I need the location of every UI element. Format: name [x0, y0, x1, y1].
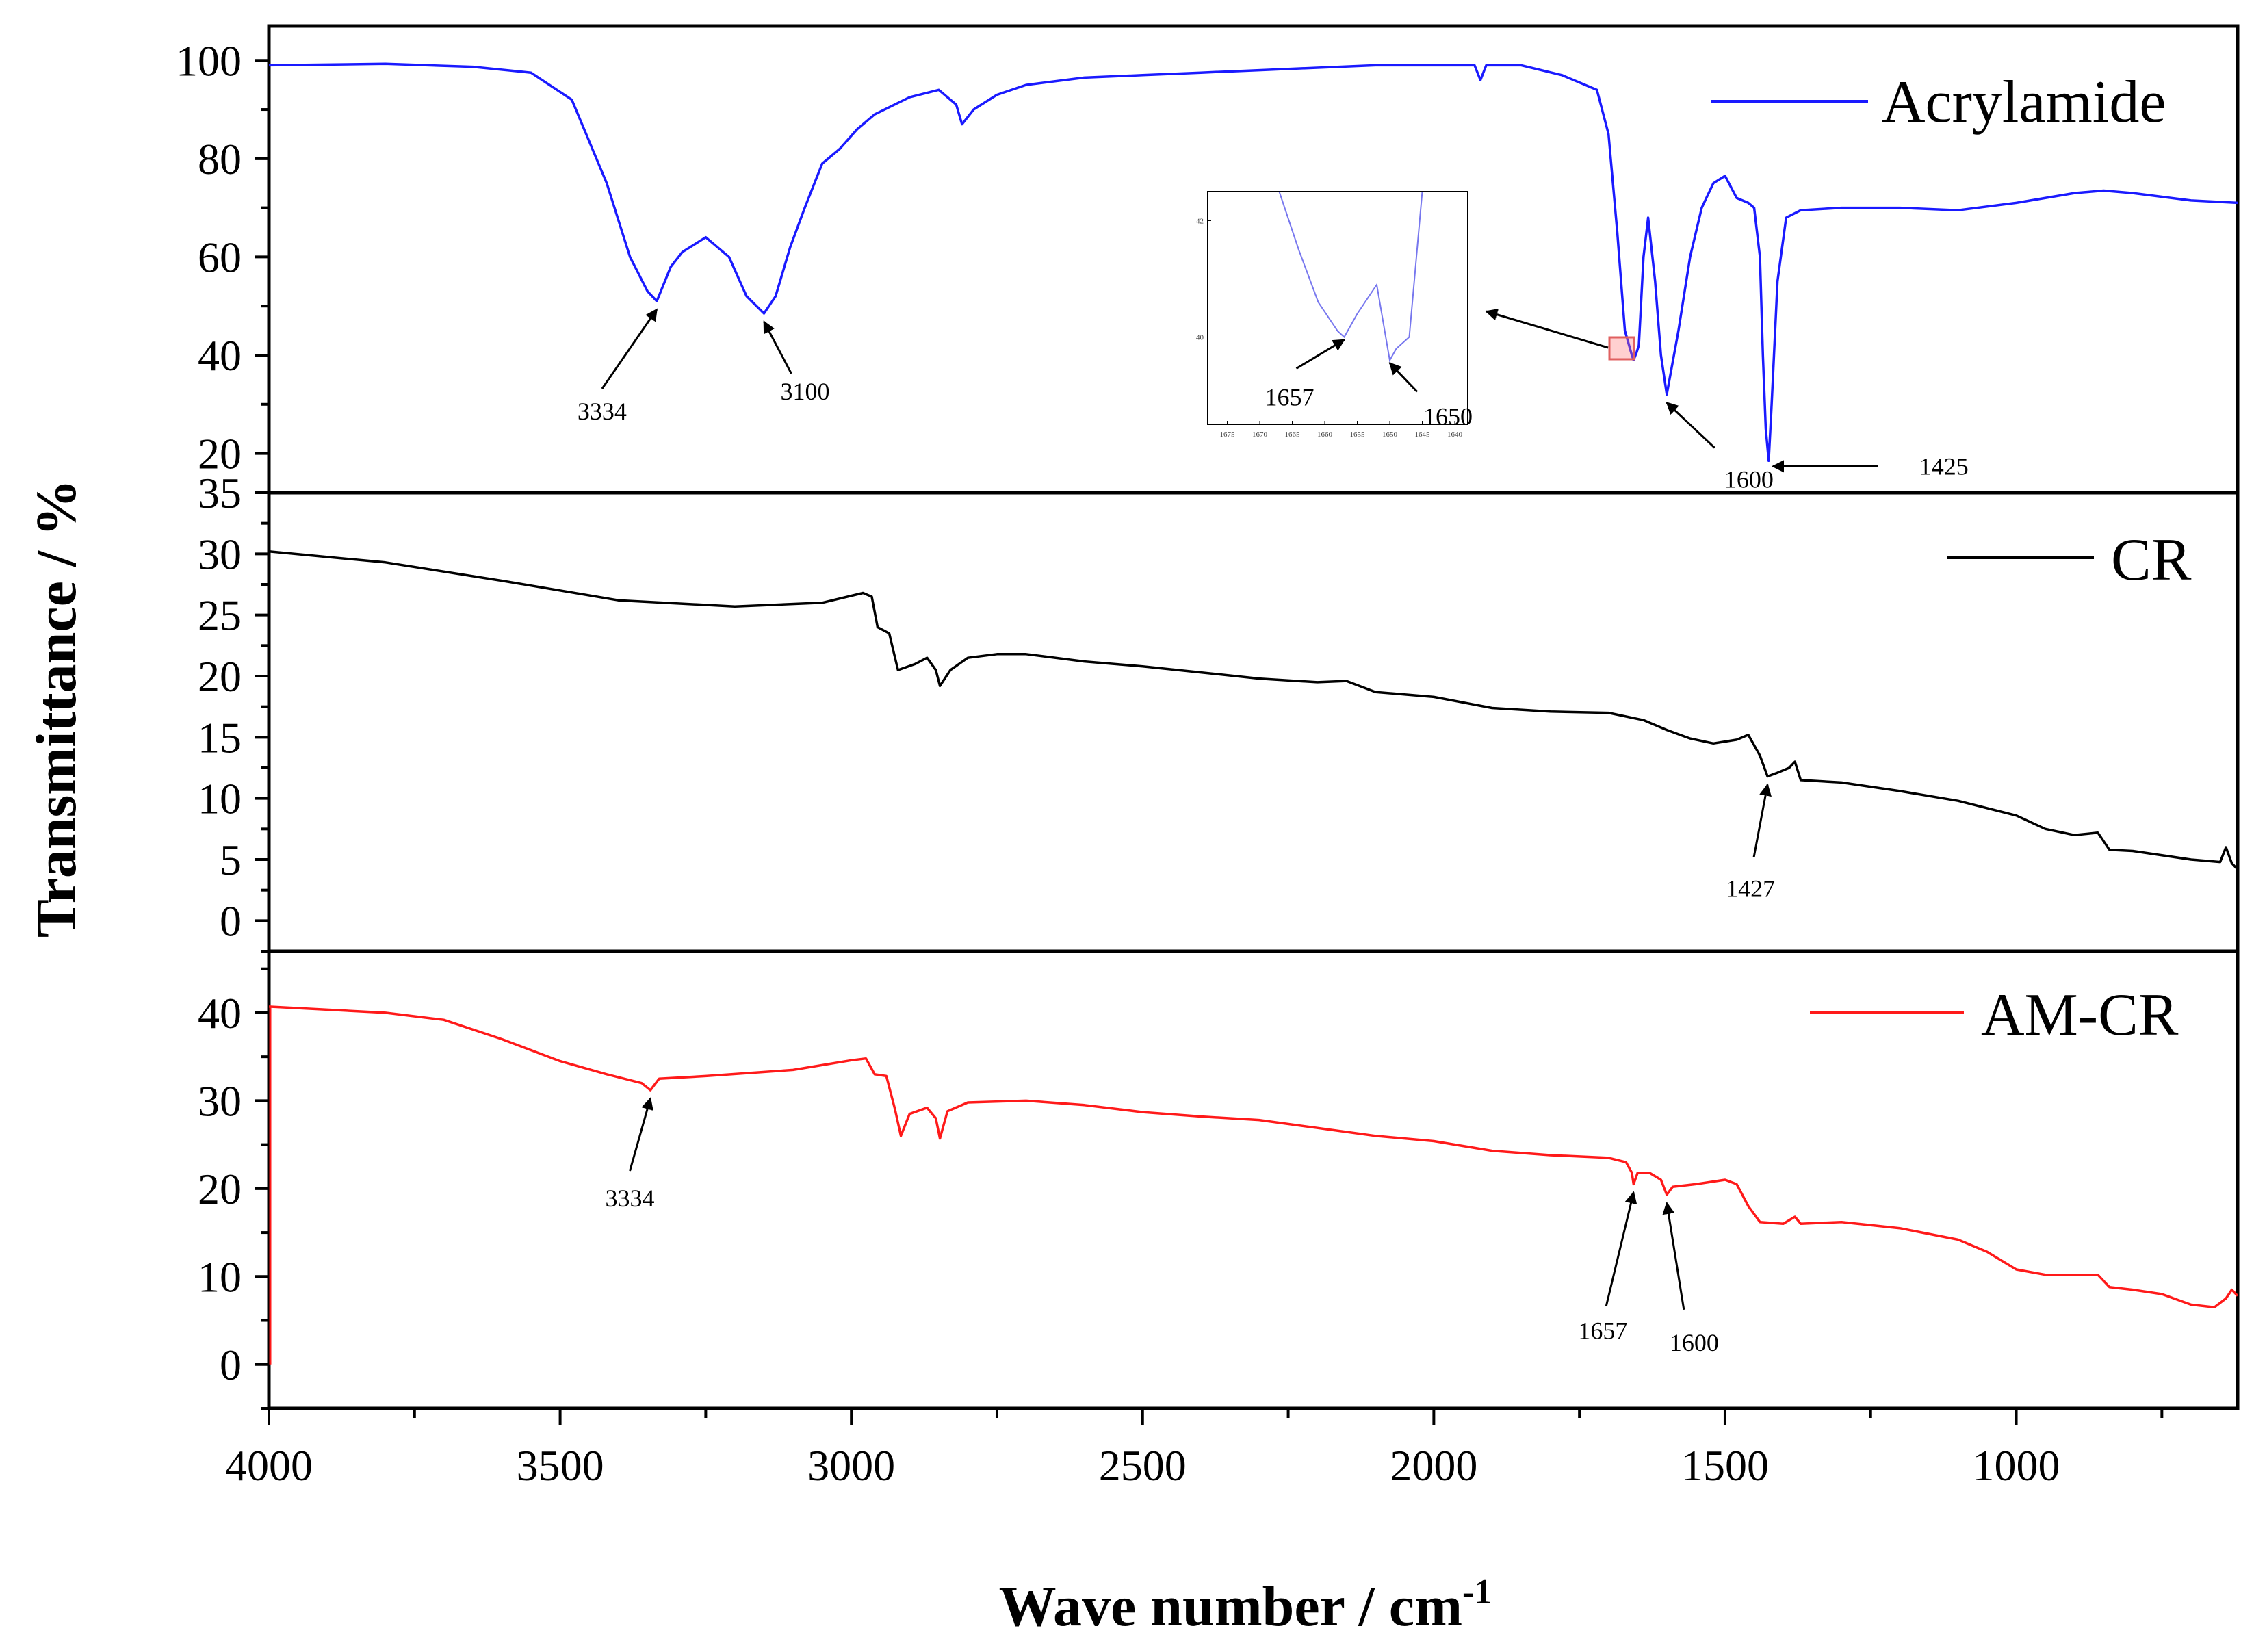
spectrum-line-am-cr [268, 1005, 2239, 1309]
peak-arrow [1752, 783, 1772, 857]
peak-label: 3334 [578, 398, 627, 425]
inset-zoom-plot: 1675 1670 1665 1660 1655 1650 1645 164040421657… [1196, 191, 1473, 439]
legend-cr: CR [1947, 527, 2192, 593]
y-tick-label: 35 [198, 469, 242, 517]
peak-arrow [763, 320, 792, 374]
y-tick-label: 20 [198, 430, 242, 478]
x-tick-label: 3500 [517, 1441, 604, 1490]
panel-2: 0 10 20 30 40 [198, 949, 2240, 1410]
peak-label: 1657 [1578, 1317, 1627, 1344]
peak-label: 1427 [1726, 875, 1775, 903]
peak-label: 3100 [781, 378, 830, 405]
y-tick-label: 20 [198, 1165, 242, 1213]
peak-arrow [601, 308, 658, 389]
zoom-pointer-arrow [1485, 308, 1609, 349]
y-tick-label: 100 [176, 36, 242, 85]
x-axis-ticks: 4000 3500 3000 2500 2000 1500 1000 [225, 1408, 2164, 1490]
inset-peak-label: 1650 [1423, 403, 1473, 430]
legend-label-am-cr: AM-CR [1981, 982, 2179, 1048]
inset-x-tick-label: 1640 [1447, 430, 1463, 439]
inset-peak-label: 1657 [1265, 384, 1314, 411]
peak-annotation: 3334 [606, 1097, 655, 1212]
peak-arrow [1662, 1202, 1685, 1311]
y-tick-label: 80 [198, 135, 242, 183]
peak-arrow [1605, 1191, 1637, 1306]
inset-x-tick-label: 1675 [1220, 430, 1236, 439]
inset-content: 1675 1670 1665 1660 1655 1650 1645 164040421657… [1196, 192, 1473, 439]
legend-am-cr: AM-CR [1810, 982, 2179, 1048]
y-tick-label: 15 [198, 713, 242, 762]
y-tick-label: 0 [220, 896, 242, 945]
peak-arrow [629, 1097, 653, 1172]
y-tick-label: 30 [198, 530, 242, 578]
peak-annotation: 1427 [1726, 783, 1775, 903]
peak-annotation: 1600 [1666, 402, 1774, 493]
panel-frame-1 [267, 491, 2240, 953]
y-tick-label: 30 [198, 1076, 242, 1125]
panel-1: 0 5 10 15 20 25 30 35 [198, 469, 2240, 953]
x-tick-label: 1500 [1681, 1441, 1769, 1490]
peak-label: 1600 [1670, 1329, 1719, 1356]
y-tick-label: 60 [198, 233, 242, 281]
y-tick-label: 5 [220, 836, 242, 884]
y-tick-label: 40 [198, 989, 242, 1037]
inset-spectrum-line [1278, 192, 1423, 363]
x-tick-label: 4000 [225, 1441, 313, 1490]
spectrum-line-acrylamide [268, 62, 2238, 463]
y-axis-title: Transmittance / % [25, 479, 88, 938]
y-tick-label: 20 [198, 652, 242, 701]
y-tick-label: 10 [198, 1252, 242, 1301]
x-tick-label: 3000 [807, 1441, 895, 1490]
peak-arrow [1666, 402, 1715, 449]
inset-peak-arrow [1295, 339, 1346, 370]
legend-acrylamide: Acrylamide [1711, 69, 2166, 135]
peak-annotation: 3100 [763, 320, 830, 405]
y-tick-label: 10 [198, 775, 242, 823]
inset-x-tick-label: 1660 [1317, 430, 1333, 439]
x-tick-label: 1000 [1973, 1441, 2060, 1490]
inset-x-tick-label: 1650 [1382, 430, 1398, 439]
x-axis-title-main: Wave number / cm [999, 1575, 1462, 1638]
spectrum-line-cr [268, 550, 2239, 870]
inset-x-tick-label: 1670 [1252, 430, 1268, 439]
zoom-region-box [1608, 336, 1635, 361]
x-tick-label: 2000 [1390, 1441, 1477, 1490]
peak-label: 1600 [1724, 465, 1774, 493]
peak-annotation: 1600 [1662, 1202, 1719, 1356]
x-axis-title: Wave number / cm-1 [999, 1573, 1492, 1638]
peak-annotation: 1425 [1771, 452, 1969, 480]
inset-y-tick-label: 42 [1196, 218, 1204, 226]
y-tick-label: 40 [198, 331, 242, 380]
inset-frame [1207, 191, 1468, 425]
x-axis-title-superscript: -1 [1462, 1573, 1492, 1612]
peak-annotation: 1657 [1578, 1191, 1637, 1344]
inset-x-tick-label: 1655 [1350, 430, 1366, 439]
peak-annotation: 3334 [578, 308, 658, 425]
inset-x-tick-label: 1645 [1415, 430, 1431, 439]
y-tick-label: 0 [220, 1341, 242, 1389]
y-tick-label: 25 [198, 591, 242, 640]
panels-layer: 20 40 60 80 100 0 5 10 15 20 25 30 35 0 10 20 30 40 3334 31… [176, 24, 2240, 1410]
inset-peak-arrow [1388, 362, 1419, 393]
x-tick-label: 2500 [1099, 1441, 1187, 1490]
inset-x-tick-label: 1665 [1285, 430, 1301, 439]
panel-frame-2 [267, 949, 2240, 1410]
legend-label-acrylamide: Acrylamide [1882, 69, 2166, 135]
legend-label-cr: CR [2111, 527, 2192, 593]
inset-y-tick-label: 40 [1196, 334, 1204, 342]
peak-label: 3334 [606, 1185, 655, 1212]
peak-label: 1425 [1919, 452, 1969, 480]
